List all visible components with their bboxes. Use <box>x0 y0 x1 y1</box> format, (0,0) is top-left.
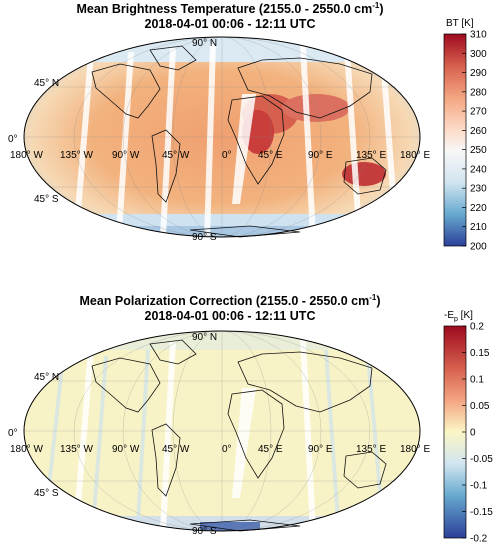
panel-2-swath-gaps <box>74 340 316 530</box>
panel-1-colorbar-tick-label: 200 <box>470 242 487 253</box>
panel-2-colorbar-tick-label: 0.05 <box>470 401 490 412</box>
panel-2-colorbar-tick-label: 0.15 <box>470 348 490 359</box>
panel-1-map-outline <box>23 36 421 238</box>
panel-1-colorbar-tick-label: 210 <box>470 222 487 233</box>
panel-2-colorbar: 0.2 0.15 0.1 0.05 0 -0.05 -0.1 -0.15 -0.2 <box>443 322 493 544</box>
panel-1-lat-45n: 45° N <box>34 78 59 89</box>
panel-1-lat-90s: 90° S <box>192 232 217 243</box>
panel-1-lon-135e: 135° E <box>356 150 386 161</box>
panel-2-lat-90s: 90° S <box>192 526 217 537</box>
panel-1-colorbar-ticks: 310 300 290 280 270 260 250 240 230 220 210 200 <box>462 30 487 252</box>
panel-2-colorbar-label-sub: p <box>454 316 458 323</box>
panel-1-colorbar-tick-label: 230 <box>470 184 487 195</box>
panel-2-map-outline <box>23 330 421 532</box>
panel-2-coastlines <box>91 339 387 532</box>
panel-1-lon-0: 0° <box>222 150 232 161</box>
panel-1-colorbar-tick-label: 300 <box>470 49 487 60</box>
panel-2-lon-0: 0° <box>222 444 232 455</box>
panel-2-title-text: Mean Polarization Correction (2155.0 - 2… <box>79 294 370 308</box>
panel-1-subtitle: 2018-04-01 00:06 - 12:11 UTC <box>144 17 316 31</box>
panel-1-lon-180e: 180° E <box>400 150 430 161</box>
panel-2-title-close: ) <box>376 294 381 308</box>
panel-1-colorbar-label: BT [K] <box>446 18 474 29</box>
panel-2-lon-90w: 90° W <box>112 444 140 455</box>
panel-2-lon-135e: 135° E <box>356 444 386 455</box>
panel-2-lon-90e: 90° E <box>308 444 333 455</box>
panel-2-lat-90n: 90° N <box>192 332 217 343</box>
panel-1-title-text: Mean Brightness Temperature (2155.0 - 25… <box>76 2 373 16</box>
panel-1-lon-90e: 90° E <box>308 150 333 161</box>
panel-1-lon-180w: 180° W <box>10 150 43 161</box>
panel-2-colorbar-ticks: 0.2 0.15 0.1 0.05 0 -0.05 -0.1 -0.15 -0.2 <box>462 322 493 544</box>
panel-2-colorbar-tick-label: -0.2 <box>470 534 488 545</box>
panel-1-colorbar-tick-label: 280 <box>470 87 487 98</box>
panel-1-lon-135w: 135° W <box>60 150 93 161</box>
panel-2-lat-45n: 45° N <box>34 372 59 383</box>
panel-2-lon-180w: 180° W <box>10 444 43 455</box>
panel-2-antarctic-low <box>200 522 260 531</box>
panel-2-cool-streaks <box>46 350 384 522</box>
panel-2-colorbar-tick-label: 0.1 <box>470 375 484 386</box>
panel-1-swath-gaps <box>74 44 398 237</box>
panel-1-lon-45e: 45° E <box>258 150 283 161</box>
panel-2-colorbar-label-main: -E <box>444 310 454 321</box>
panel-1-colorbar-tick-label: 270 <box>470 107 487 118</box>
panel-2-lon-135w: 135° W <box>60 444 93 455</box>
panel-1-lon-45w: 45° W <box>162 150 190 161</box>
panel-1-colorbar-ramp <box>443 33 467 247</box>
panel-1-hot-asia <box>282 94 350 122</box>
panel-1-colorbar-tick-label: 220 <box>470 203 487 214</box>
panel-2-lat-45s: 45° S <box>34 488 59 499</box>
panel-1-title: Mean Brightness Temperature (2155.0 - 25… <box>0 0 460 32</box>
panel-1-map: 90° N 45° N 0° 45° S 90° S 180° W 135° W… <box>8 36 430 243</box>
panel-1-lat-0: 0° <box>8 134 18 145</box>
panel-2-subtitle: 2018-04-01 00:06 - 12:11 UTC <box>144 309 316 323</box>
panel-2-lon-180e: 180° E <box>400 444 430 455</box>
panel-2-colorbar-tick-label: -0.1 <box>470 481 488 492</box>
panel-2-colorbar-tick-label: 0 <box>470 428 476 439</box>
panel-2-colorbar-label: -Ep [K] <box>444 310 473 323</box>
panel-2-map-field <box>24 331 420 531</box>
panel-1-colorbar-tick-label: 240 <box>470 164 487 175</box>
panel-2-title: Mean Polarization Correction (2155.0 - 2… <box>0 292 460 324</box>
panel-1-colorbar-tick-label: 290 <box>470 68 487 79</box>
panel-2-colorbar-tick-label: -0.15 <box>470 507 493 518</box>
panel-2-colorbar-label-unit: [K] <box>457 310 473 321</box>
panel-2-colorbar-tick-label: 0.2 <box>470 322 484 333</box>
panel-1-title-close: ) <box>379 2 384 16</box>
panel-1-map-field <box>24 37 420 237</box>
panel-2-map: 90° N 45° N 0° 45° S 90° S 180° W 135° W… <box>8 330 430 537</box>
panel-1-colorbar-tick-label: 250 <box>470 145 487 156</box>
panel-1-coastlines <box>91 45 387 238</box>
panel-1-colorbar: 310 300 290 280 270 260 250 240 230 220 210 200 <box>443 30 487 252</box>
panel-2-lat-0: 0° <box>8 428 18 439</box>
panel-1-colorbar-tick-label: 260 <box>470 126 487 137</box>
panel-2-title-exponent: -1 <box>369 292 377 302</box>
panel-1-colorbar-tick-label: 310 <box>470 30 487 41</box>
panel-2-colorbar-tick-label: -0.05 <box>470 454 493 465</box>
panel-1-lat-45s: 45° S <box>34 194 59 205</box>
panel-1-lon-90w: 90° W <box>112 150 140 161</box>
panel-1-lat-90n: 90° N <box>192 38 217 49</box>
panel-2-lon-45w: 45° W <box>162 444 190 455</box>
panel-1-title-exponent: -1 <box>372 0 380 10</box>
panel-2-lon-45e: 45° E <box>258 444 283 455</box>
